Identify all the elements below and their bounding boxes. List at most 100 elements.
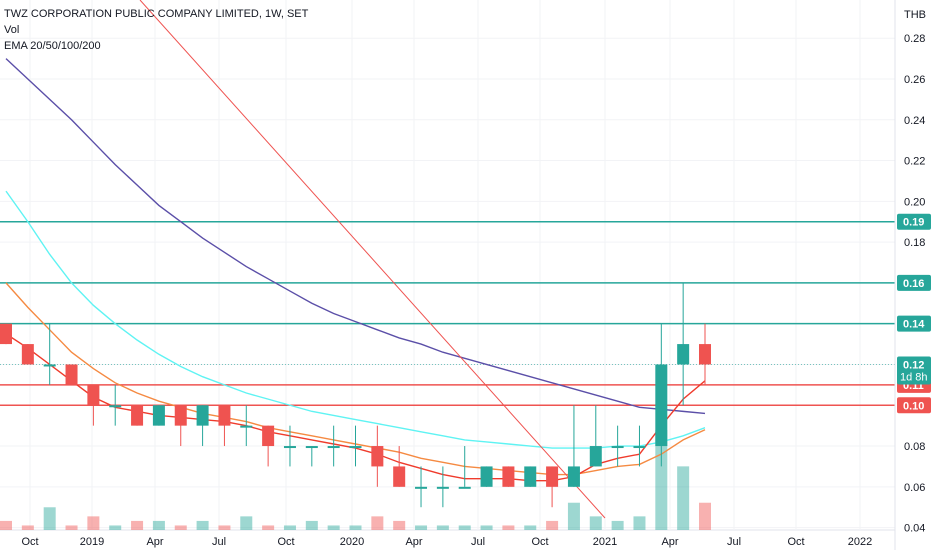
volume-bar (699, 502, 711, 530)
volume-bar (349, 525, 362, 530)
candle-body (655, 364, 668, 447)
volume-bar (677, 466, 690, 530)
candle-body (21, 344, 34, 365)
volume-bar (43, 507, 56, 530)
volume-bar (87, 516, 100, 530)
volume-bar (633, 516, 646, 530)
y-tick-label: 0.04 (904, 523, 925, 535)
x-tick-label: Jul (727, 536, 741, 548)
candle-body (152, 405, 165, 426)
last-price-text: 0.12 (903, 359, 924, 371)
level-price-tag-text: 0.19 (903, 217, 924, 229)
level-price-tag: 0.16 (897, 274, 931, 291)
volume-bar (196, 520, 209, 530)
candle-body (677, 344, 690, 365)
volume-bar (458, 525, 471, 530)
y-tick-label: 0.24 (904, 115, 925, 127)
volume-bar (371, 516, 384, 530)
volume-bar (436, 525, 449, 530)
candle-body (371, 446, 384, 467)
volume-label: Vol (4, 24, 20, 36)
candle-body (611, 446, 624, 449)
downtrend-line (139, 0, 606, 519)
horizontal-levels (0, 220, 895, 407)
level-price-tag: 0.10 (897, 397, 931, 414)
volume-bar (218, 525, 231, 530)
candle-body (589, 446, 602, 467)
volume-bars (0, 430, 711, 530)
candle-body (0, 323, 12, 345)
x-tick-label: 2020 (340, 536, 364, 548)
level-price-tag: 0.14 (897, 315, 931, 332)
y-tick-label: 0.26 (904, 74, 925, 86)
volume-bar (524, 525, 537, 530)
candle-body (546, 466, 559, 487)
x-tick-label: Apr (661, 536, 678, 548)
x-tick-label: 2022 (848, 536, 872, 548)
candle-body (262, 425, 275, 447)
candle-body (480, 466, 493, 487)
volume-bar (546, 520, 559, 530)
level-price-tag-bg (897, 274, 931, 291)
volume-bar (611, 520, 624, 530)
x-tick-label: Oct (787, 536, 804, 548)
y-tick-label: 0.20 (904, 196, 925, 208)
x-tick-label: Oct (277, 536, 294, 548)
candle-body (349, 446, 362, 449)
grid (0, 0, 895, 531)
candle-body (415, 486, 428, 489)
candle-body (218, 405, 231, 426)
volume-bar (589, 516, 602, 530)
x-tick-label: Oct (21, 536, 38, 548)
volume-bar (415, 525, 428, 530)
candle-body (699, 344, 711, 365)
candle-body (87, 384, 100, 406)
volume-bar (0, 520, 12, 530)
level-price-tag: 0.19 (897, 213, 931, 230)
volume-bar (327, 525, 340, 530)
candle-body (327, 446, 340, 449)
candle-body (436, 486, 449, 489)
volume-bar (65, 525, 78, 530)
y-tick-label: 0.28 (904, 33, 925, 45)
volume-bar (240, 516, 253, 530)
candle-body (502, 466, 515, 487)
level-price-tag-bg (897, 213, 931, 230)
price-axis[interactable]: 0.04 0.06 0.08 0.10 0.12 0.14 0.16 0.18 0.20 0.22… (894, 0, 931, 550)
candle-body (240, 425, 253, 428)
ema100-line (5, 190, 706, 449)
currency-label: THB (904, 9, 926, 21)
chart-title: TWZ CORPORATION PUBLIC COMPANY LIMITED, … (4, 8, 309, 20)
candle-body (524, 466, 537, 487)
x-tick-label: Jul (471, 536, 485, 548)
time-axis[interactable]: Oct 2019 Apr Jul Oct 2020 Apr Jul Oct 2021 Apr Jul O… (21, 536, 872, 548)
x-tick-label: Jul (212, 536, 226, 548)
y-tick-label: 0.18 (904, 237, 925, 249)
candle-body (196, 405, 209, 426)
level-price-tag-text: 0.16 (903, 278, 924, 290)
candle-body (65, 364, 78, 385)
candle-body (305, 446, 318, 449)
volume-bar (567, 502, 580, 530)
trendline (139, 0, 606, 519)
volume-bar (21, 525, 34, 530)
level-price-tag-bg (897, 397, 931, 414)
volume-bar (305, 520, 318, 530)
ema-label: EMA 20/50/100/200 (4, 40, 101, 52)
volume-bar (283, 525, 296, 530)
candle-body (567, 466, 580, 487)
x-tick-label: 2021 (593, 536, 617, 548)
volume-bar (262, 525, 275, 530)
candle-body (633, 446, 646, 449)
legend: TWZ CORPORATION PUBLIC COMPANY LIMITED, … (4, 6, 308, 54)
candle-body (131, 405, 144, 426)
candle-body (43, 364, 56, 367)
candle-body (283, 446, 296, 449)
candle-body (458, 486, 471, 489)
last-price-tag-bg (897, 356, 931, 385)
volume-bar (502, 525, 515, 530)
y-tick-label: 0.06 (904, 482, 925, 494)
candles (0, 282, 711, 508)
